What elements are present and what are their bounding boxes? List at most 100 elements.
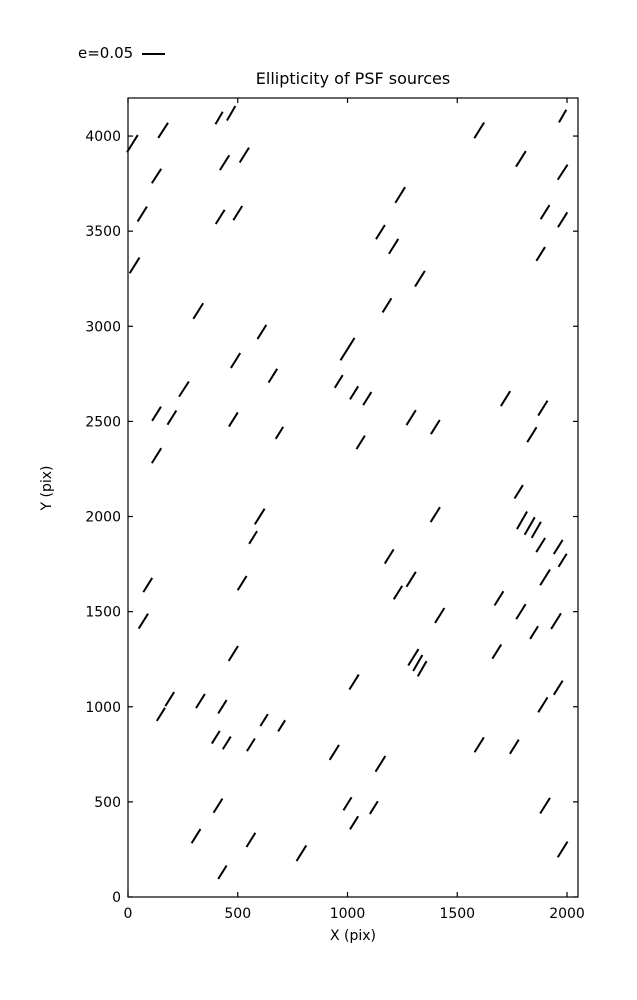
whisker-segment xyxy=(412,654,424,672)
y-tick-label: 500 xyxy=(94,795,121,811)
whisker-segment xyxy=(491,643,503,660)
whisker-segment xyxy=(166,409,178,426)
whisker-segment xyxy=(295,844,308,862)
whisker-segment xyxy=(375,224,386,240)
whisker-segment xyxy=(164,691,175,707)
whisker-segment xyxy=(137,613,149,630)
whisker-segment xyxy=(557,211,569,228)
whisker-segment xyxy=(342,796,353,811)
whisker-segment xyxy=(333,374,344,389)
whisker-segment xyxy=(348,674,360,691)
whisker-segment xyxy=(349,385,360,400)
whisker-segment xyxy=(230,352,242,369)
whisker-segment xyxy=(228,411,239,428)
whisker-segment xyxy=(227,645,239,662)
y-tick-label: 1000 xyxy=(85,700,121,716)
whisker-segment xyxy=(556,164,569,181)
whisker-segment xyxy=(157,122,169,139)
whisker-segment xyxy=(556,841,569,858)
y-tick-label: 2000 xyxy=(85,510,121,526)
whisker-segment xyxy=(473,736,485,753)
legend-reference-line-icon xyxy=(142,52,166,55)
whisker-segment xyxy=(414,270,426,288)
whisker-segment xyxy=(151,406,162,422)
whisker-segment xyxy=(355,435,366,450)
whisker-segment xyxy=(126,134,139,153)
whisker-segments xyxy=(126,105,569,880)
whisker-segment xyxy=(515,150,527,168)
whisker-segment xyxy=(537,400,549,417)
y-tick-label: 3000 xyxy=(85,319,121,335)
y-axis-label: Y (pix) xyxy=(39,465,55,511)
whisker-segment xyxy=(219,154,231,171)
whisker-segment xyxy=(539,569,551,586)
whisker-segment xyxy=(339,337,356,361)
whisker-segment xyxy=(214,111,224,125)
whisker-segment xyxy=(416,660,428,677)
whisker-segment xyxy=(526,426,538,443)
whisker-segment xyxy=(500,390,512,407)
y-tick-label: 2500 xyxy=(85,414,121,430)
whisker-segment xyxy=(151,168,163,184)
whisker-segment xyxy=(253,508,266,525)
whisker-segment xyxy=(405,571,417,588)
whisker-segment xyxy=(523,516,536,536)
whisker-segment xyxy=(232,205,244,221)
whisker-segment xyxy=(267,368,279,384)
whisker-segment xyxy=(388,238,400,255)
whisker-segment xyxy=(178,380,190,398)
whisker-segment xyxy=(217,865,228,880)
whisker-segment xyxy=(246,737,256,752)
whisker-segment xyxy=(236,575,248,591)
whisker-segment xyxy=(539,204,551,220)
y-tick-label: 4000 xyxy=(85,129,121,145)
whisker-segment xyxy=(515,603,527,620)
y-tick-label: 0 xyxy=(112,890,121,906)
whisker-segment xyxy=(274,426,285,440)
whisker-segment xyxy=(128,257,141,274)
x-tick-label: 1500 xyxy=(439,906,475,922)
whisker-segment xyxy=(529,625,539,640)
whisker-segment xyxy=(407,648,420,667)
whisker-segment xyxy=(558,109,568,123)
whisker-segment xyxy=(530,521,542,539)
whisker-segment xyxy=(328,744,340,761)
whisker-segment xyxy=(539,797,551,815)
whisker-segment xyxy=(552,680,564,696)
whisker-segment xyxy=(434,607,446,624)
whisker-segment xyxy=(226,105,237,121)
whisker-segment xyxy=(516,511,528,530)
whisker-segment xyxy=(256,324,268,340)
whisker-segment xyxy=(535,537,546,553)
whisker-segment xyxy=(217,699,228,715)
whisker-segment xyxy=(430,419,441,435)
whisker-segment xyxy=(405,409,417,426)
whisker-segment xyxy=(214,209,226,225)
whisker-segment xyxy=(513,484,524,500)
x-tick-label: 2000 xyxy=(549,906,585,922)
whisker-segment xyxy=(552,539,564,555)
whisker-segment xyxy=(212,798,224,814)
y-tick-label: 1500 xyxy=(85,605,121,621)
x-tick-label: 500 xyxy=(224,906,251,922)
whisker-segment xyxy=(374,755,387,773)
whisker-segment xyxy=(362,391,373,406)
whisker-segment xyxy=(535,246,546,262)
x-tick-label: 0 xyxy=(124,906,133,922)
whisker-segment xyxy=(142,577,154,593)
whisker-segment xyxy=(392,585,404,600)
y-tick-label: 3500 xyxy=(85,224,121,240)
whisker-segment xyxy=(190,828,202,844)
whisker-segment xyxy=(151,447,163,464)
x-axis-ticks: 0 500 1000 1500 2000 xyxy=(124,98,585,922)
axes-frame xyxy=(127,97,579,898)
whisker-segment xyxy=(195,693,206,709)
whisker-segment xyxy=(245,832,257,848)
x-tick-label: 1000 xyxy=(330,906,366,922)
whisker-segment xyxy=(537,696,549,713)
whisker-segment xyxy=(259,713,269,727)
whisker-segment xyxy=(248,530,258,545)
legend-label: e=0.05 xyxy=(78,44,134,62)
